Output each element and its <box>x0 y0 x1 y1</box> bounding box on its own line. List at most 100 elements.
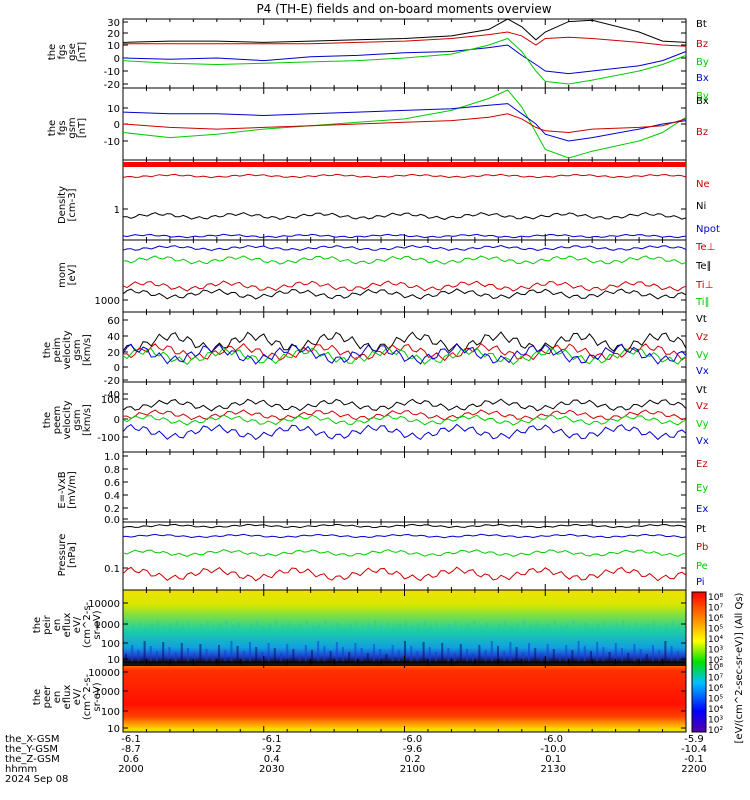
colorbar: 10⁸10⁷10⁶10⁵10⁴10³10²10⁸10⁷10⁶10⁵10⁴10³1… <box>691 591 745 743</box>
y-axis-label: [cm-3] <box>67 188 78 221</box>
y-tick-label: 100 <box>101 639 120 650</box>
y-axis-label: the <box>42 412 53 428</box>
peir-streak <box>180 643 183 662</box>
peir-streak <box>553 621 556 627</box>
peir-streak <box>591 627 593 633</box>
peir-streak <box>653 621 655 627</box>
peir-streak <box>479 625 482 631</box>
peir-streak <box>360 648 363 662</box>
y-axis-label: the <box>32 617 43 633</box>
y-axis-label: mom <box>57 262 68 288</box>
peir-streak <box>169 623 172 629</box>
temp-trace <box>122 244 687 252</box>
y-axis-label: en <box>52 619 63 632</box>
panel-peem-vel: 100 0 -100 the peem velocity gsm [km/s] Vt Vz Vy Vx <box>42 381 709 453</box>
peir-streak <box>361 626 364 632</box>
peir-streak <box>467 623 469 629</box>
peir-streak <box>280 653 282 662</box>
peir-streak <box>342 647 344 662</box>
x-axis-value: -6.1 <box>121 734 141 745</box>
peer-spectrogram <box>123 662 686 732</box>
peir-streak <box>448 624 451 630</box>
legend-entry: Pe <box>696 561 708 572</box>
peir-streak <box>386 622 389 628</box>
peir-streak <box>621 648 623 662</box>
peir-streak <box>231 625 234 631</box>
legend-entry: Te∥ <box>695 261 712 272</box>
peir-streak <box>498 624 500 630</box>
fgs-gse-Bx-line <box>122 44 687 75</box>
legend-entry: Ti∥ <box>695 297 710 308</box>
y-tick-label: -100 <box>97 433 120 444</box>
peir-streak <box>571 650 574 662</box>
colorbar-tick-label: 10³ <box>708 646 723 656</box>
peir-streak <box>478 645 481 662</box>
peir-streak <box>528 643 530 662</box>
peir-streak <box>262 626 265 632</box>
peir-streak <box>423 620 426 626</box>
peir-streak <box>510 626 513 632</box>
y-tick-label: 0 <box>114 363 120 374</box>
peir-streak <box>188 622 190 628</box>
peir-streak <box>622 620 624 626</box>
peir-streak <box>546 644 549 662</box>
y-axis-label: sr-eV) <box>92 610 103 639</box>
x-axis-row-label: the_X-GSM <box>5 734 59 745</box>
peir-streak <box>174 652 177 662</box>
peir-streak <box>373 644 375 662</box>
peir-streak <box>541 627 544 633</box>
y-tick-label: 60 <box>107 316 120 327</box>
fgs-gsm-Bx-line <box>122 103 687 142</box>
peir-streak <box>671 620 674 626</box>
peir-streak <box>615 623 618 629</box>
pressure-trace <box>122 549 687 557</box>
peir-streak <box>317 641 320 662</box>
legend-entry: Bx <box>696 73 709 84</box>
x-axis-value: -10.0 <box>540 744 566 755</box>
peir-streak <box>156 651 158 662</box>
peir-streak <box>435 652 437 662</box>
peir-streak <box>596 642 599 662</box>
peir-streak <box>485 622 488 628</box>
peem-vel-trace <box>122 414 687 426</box>
x-axis-value: 2130 <box>541 764 566 775</box>
density-saturation-band <box>123 162 686 167</box>
peir-streak <box>577 641 580 662</box>
y-axis-label: the <box>47 120 58 136</box>
density-trace <box>122 173 687 179</box>
colorbar-tick-label: 10⁵ <box>708 625 723 635</box>
legend-entry: Ni <box>696 201 706 212</box>
legend-entry: Ne <box>696 179 710 190</box>
peir-streak <box>181 625 184 631</box>
x-axis-value: -8.7 <box>121 744 141 755</box>
legend-entry: Vy <box>696 419 709 430</box>
y-axis-label: the <box>42 342 53 358</box>
peir-streak <box>484 650 487 662</box>
colorbar-tick-label: 10⁸ <box>708 593 723 603</box>
peir-streak <box>211 654 214 662</box>
temp-trace <box>122 288 687 300</box>
peir-streak <box>646 624 649 630</box>
legend-entry: Vx <box>696 366 709 377</box>
peir-streak <box>206 621 209 627</box>
peir-streak <box>490 641 493 662</box>
peir-streak <box>150 624 153 630</box>
peir-streak <box>578 625 581 631</box>
y-tick-label: 10 <box>107 104 120 115</box>
peir-streak <box>224 650 227 662</box>
y-axis-label: gsm <box>72 409 83 430</box>
legend-entry: Bt <box>696 19 707 30</box>
x-axis-value: 2200 <box>681 764 706 775</box>
peir-streak <box>261 652 264 662</box>
y-tick-label: 10000 <box>88 668 120 679</box>
colorbar-tick-label: 10⁶ <box>708 614 723 624</box>
peir-streak <box>565 645 568 662</box>
colorbar-tick-label: 10⁵ <box>708 695 723 705</box>
fgs-gsm-By-line <box>122 89 687 159</box>
x-axis-value: 0.1 <box>545 754 561 765</box>
y-tick-label: -40 <box>104 390 120 401</box>
y-axis-label: peim <box>52 337 63 362</box>
panel-peim-vel: 60 40 20 0 -20 -40 the peim velocity gsm [km/s] Vt V… <box>42 311 709 401</box>
temp-trace <box>122 280 687 292</box>
